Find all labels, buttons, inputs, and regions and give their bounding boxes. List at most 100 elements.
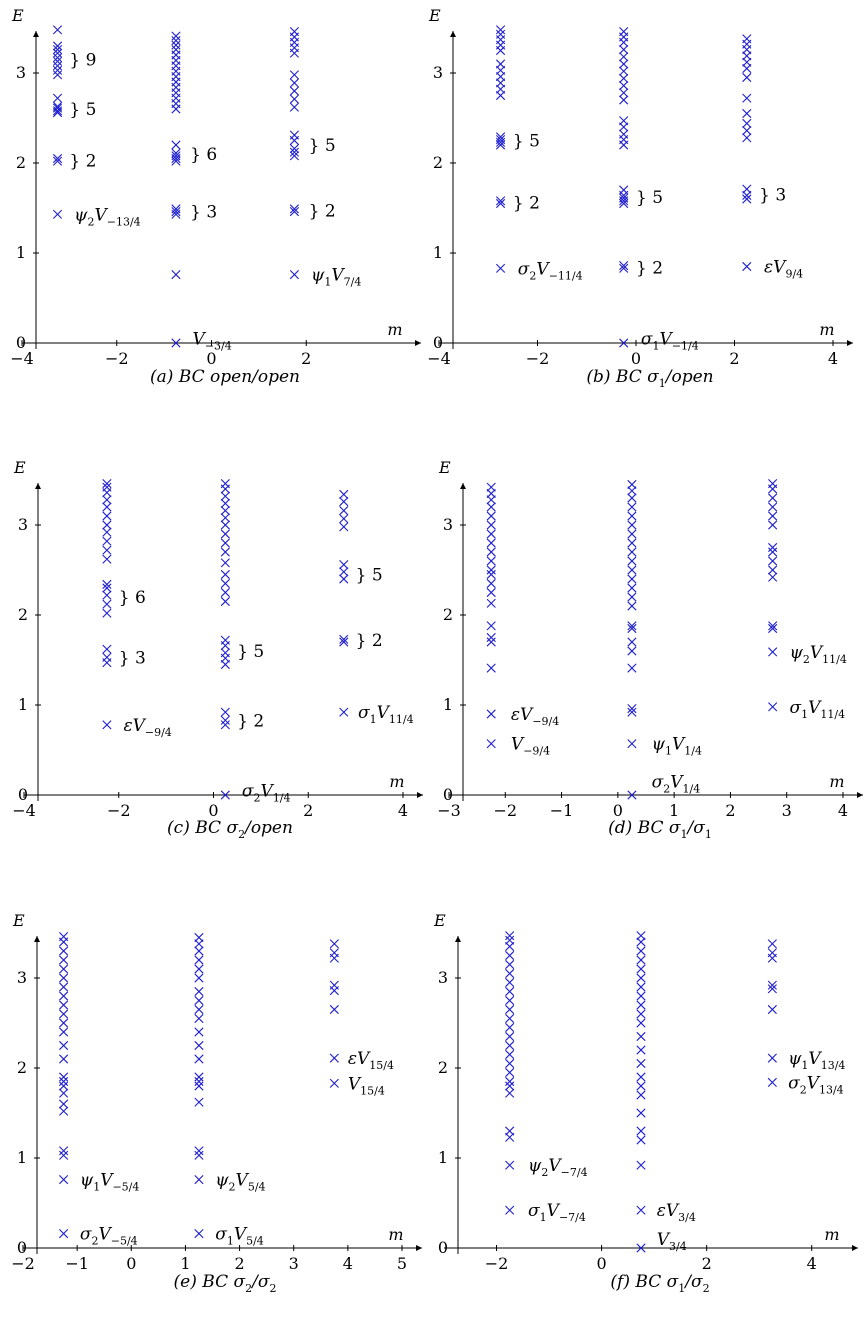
data-point <box>768 502 778 512</box>
x-axis-arrow <box>857 792 863 798</box>
x-axis-label: m <box>388 1225 403 1244</box>
state-label: ψ1​V1/4​ <box>652 735 702 758</box>
data-point <box>505 1076 515 1087</box>
data-point <box>627 704 637 714</box>
data-point <box>220 707 230 717</box>
data-point <box>194 1072 204 1082</box>
data-point <box>627 739 637 749</box>
data-point <box>102 720 112 730</box>
data-point <box>102 536 112 546</box>
data-point <box>486 739 496 749</box>
x-tick-label: −2 <box>493 801 517 820</box>
data-point <box>505 1088 515 1098</box>
chart-panel-f: −2 0 2 4 0 1 2 3 m Eψ2​V−7/4​ σ1​V−7/4​ εV3/4​ V3/4​… <box>433 911 858 1295</box>
data-point <box>102 511 112 521</box>
data-point <box>636 1108 646 1118</box>
data-point <box>59 1009 69 1019</box>
brace-label: } 3 <box>759 186 786 206</box>
data-point <box>171 338 181 348</box>
x-tick-label: 3 <box>289 1254 299 1273</box>
data-point <box>194 986 204 997</box>
data-point <box>619 81 629 91</box>
data-point <box>627 592 637 602</box>
x-tick-label: 2 <box>725 801 735 820</box>
data-point <box>52 53 63 63</box>
data-point <box>52 103 63 113</box>
data-point <box>289 270 299 280</box>
data-point <box>767 1053 777 1063</box>
data-point <box>59 991 69 1001</box>
x-tick-label: 0 <box>613 801 623 820</box>
x-tick-label: −4 <box>10 349 34 368</box>
data-point <box>102 599 112 609</box>
data-point <box>505 1126 515 1136</box>
data-point <box>194 946 204 956</box>
data-point <box>59 1040 69 1051</box>
x-tick-label: 0 <box>631 349 641 368</box>
x-tick-label: −4 <box>427 349 451 368</box>
data-point <box>220 578 230 589</box>
x-tick-label: 4 <box>398 801 408 820</box>
data-point <box>495 25 506 35</box>
data-point <box>59 964 69 974</box>
data-point <box>220 513 230 523</box>
data-point <box>768 565 778 575</box>
data-point <box>102 554 112 564</box>
x-tick-label: 2 <box>234 1254 244 1273</box>
data-point <box>505 1022 515 1033</box>
data-point <box>619 88 629 98</box>
brace-label: } 5 <box>356 566 383 586</box>
brace-annotation: } 2 <box>356 631 383 651</box>
y-axis-label: E <box>13 458 26 477</box>
data-point <box>194 1040 204 1051</box>
data-point <box>102 579 112 589</box>
data-point <box>636 973 646 983</box>
x-tick-label: 1 <box>669 801 679 820</box>
data-point <box>495 59 506 69</box>
data-point <box>52 153 63 164</box>
data-point <box>742 261 752 272</box>
x-tick-label: 0 <box>208 801 218 820</box>
brace-annotation: } 6 <box>190 145 217 165</box>
data-point <box>505 995 515 1006</box>
data-point <box>171 40 181 50</box>
data-point <box>636 1243 646 1253</box>
data-point <box>171 148 181 158</box>
y-tick-label: 1 <box>18 695 28 714</box>
brace-label: } 5 <box>513 132 540 152</box>
data-point <box>59 932 69 942</box>
data-point <box>627 790 637 800</box>
data-point <box>194 973 204 983</box>
data-point <box>619 73 629 83</box>
data-point <box>636 1045 646 1055</box>
data-point <box>486 520 496 530</box>
y-axis-label: E <box>12 911 25 930</box>
chart-panel-c: −4 −2 0 2 4 0 1 2 3 m E} 6} 3} 5} 2} 5} 2 εV−9/4​ σ2… <box>12 458 423 841</box>
data-point <box>636 1009 646 1019</box>
data-point <box>171 31 181 41</box>
panel-caption: (f) BC σ1​/σ2​ <box>610 1272 709 1295</box>
data-point <box>486 547 496 557</box>
data-point <box>102 583 112 593</box>
data-point <box>102 482 112 492</box>
data-point <box>171 204 181 214</box>
brace-annotation: } 3 <box>190 203 217 223</box>
x-tick-label: −2 <box>11 1254 35 1273</box>
data-point <box>768 520 778 530</box>
data-point <box>505 1013 515 1024</box>
y-axis-arrow <box>34 936 40 942</box>
data-point <box>194 1229 204 1239</box>
data-point <box>619 185 629 195</box>
data-point <box>59 1027 69 1037</box>
data-point <box>339 567 349 577</box>
data-point <box>52 41 63 51</box>
data-point <box>627 493 637 503</box>
data-point <box>742 184 752 194</box>
data-point <box>505 968 515 979</box>
x-tick-label: −1 <box>550 801 574 820</box>
brace-annotation: } 5 <box>309 136 336 156</box>
y-tick-label: 3 <box>443 515 453 534</box>
data-point <box>742 118 752 128</box>
data-point <box>636 1090 646 1100</box>
